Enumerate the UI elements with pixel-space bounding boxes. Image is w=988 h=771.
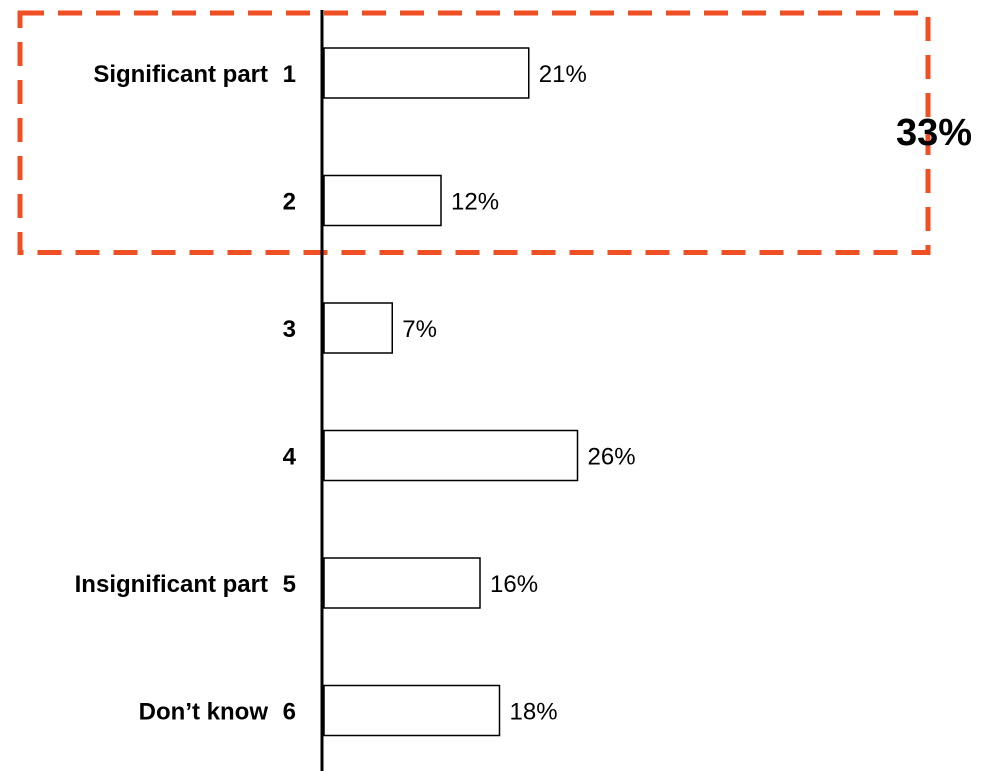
tick-label-1: 1 [283, 61, 296, 88]
bar-1 [323, 47, 530, 99]
value-label-4: 26% [588, 444, 636, 471]
tick-label-5: 5 [283, 571, 296, 598]
bar-6 [323, 684, 501, 737]
bar-3 [323, 302, 393, 354]
value-label-2: 12% [451, 189, 499, 216]
tick-label-3: 3 [283, 316, 296, 343]
tick-label-4: 4 [283, 444, 297, 471]
value-label-5: 16% [490, 571, 538, 598]
tick-label-6: 6 [283, 699, 296, 726]
callout-percentage: 33% [896, 112, 972, 154]
value-label-6: 18% [510, 699, 558, 726]
value-label-1: 21% [539, 61, 587, 88]
bar-2 [323, 174, 442, 227]
value-label-3: 7% [402, 316, 437, 343]
tick-label-2: 2 [283, 189, 296, 216]
category-label-6: Don’t know [139, 699, 269, 726]
category-label-5: Insignificant part [75, 571, 268, 598]
bar-4 [323, 429, 579, 482]
category-label-1: Significant part [93, 61, 268, 88]
bar-5 [323, 557, 481, 609]
highlight-box [17, 10, 931, 255]
